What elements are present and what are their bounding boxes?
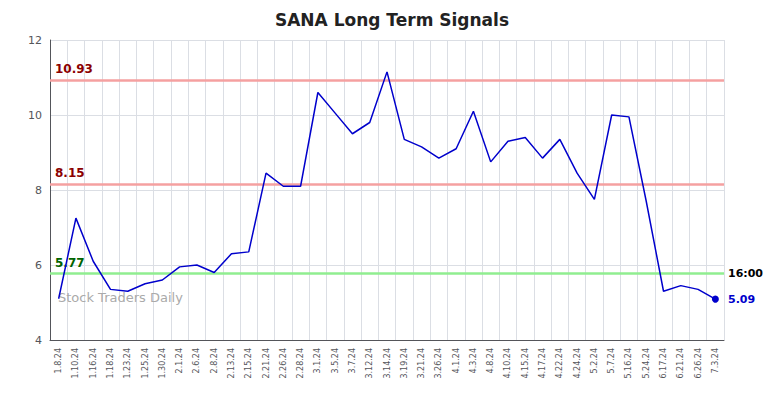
svg-text:10.93: 10.93	[55, 62, 93, 76]
svg-text:1.23.24: 1.23.24	[123, 348, 132, 379]
svg-text:6: 6	[35, 259, 42, 272]
svg-text:7.3.24: 7.3.24	[711, 348, 720, 373]
svg-text:16:00: 16:00	[728, 267, 763, 280]
svg-text:2.28.24: 2.28.24	[296, 348, 305, 379]
svg-text:2.13.24: 2.13.24	[227, 348, 236, 379]
svg-text:4.24.24: 4.24.24	[573, 348, 582, 379]
svg-text:5.2.24: 5.2.24	[590, 348, 599, 373]
svg-text:1.16.24: 1.16.24	[89, 348, 98, 379]
svg-text:3.1.24: 3.1.24	[313, 348, 322, 373]
svg-text:5.16.24: 5.16.24	[624, 348, 633, 379]
svg-text:3.5.24: 3.5.24	[331, 348, 340, 373]
svg-text:8.15: 8.15	[55, 166, 85, 180]
svg-text:2.15.24: 2.15.24	[244, 348, 253, 379]
svg-text:5.7.24: 5.7.24	[607, 348, 616, 373]
svg-text:Stock Traders Daily: Stock Traders Daily	[58, 290, 183, 305]
svg-text:4.1.24: 4.1.24	[452, 348, 461, 373]
svg-text:3.14.24: 3.14.24	[383, 348, 392, 379]
svg-text:4.3.24: 4.3.24	[469, 348, 478, 373]
svg-text:10: 10	[28, 109, 42, 122]
svg-text:5.09: 5.09	[728, 293, 755, 306]
svg-text:1.10.24: 1.10.24	[71, 348, 80, 379]
svg-text:8: 8	[35, 184, 42, 197]
svg-text:1.25.24: 1.25.24	[141, 348, 150, 379]
svg-text:2.21.24: 2.21.24	[262, 348, 271, 379]
svg-text:6.17.24: 6.17.24	[659, 348, 668, 379]
svg-text:4.10.24: 4.10.24	[503, 348, 512, 379]
svg-text:3.19.24: 3.19.24	[400, 348, 409, 379]
svg-text:4.17.24: 4.17.24	[538, 348, 547, 379]
svg-text:2.6.24: 2.6.24	[192, 348, 201, 373]
svg-text:6.26.24: 6.26.24	[694, 348, 703, 379]
svg-text:12: 12	[28, 34, 42, 47]
svg-text:5.77: 5.77	[55, 256, 85, 270]
svg-text:4.15.24: 4.15.24	[521, 348, 530, 379]
svg-text:3.12.24: 3.12.24	[365, 348, 374, 379]
svg-text:6.21.24: 6.21.24	[676, 348, 685, 379]
svg-text:2.1.24: 2.1.24	[175, 348, 184, 373]
svg-text:3.21.24: 3.21.24	[417, 348, 426, 379]
svg-text:SANA Long Term Signals: SANA Long Term Signals	[275, 10, 509, 30]
svg-text:5.24.24: 5.24.24	[642, 348, 651, 379]
svg-text:3.26.24: 3.26.24	[434, 348, 443, 379]
svg-text:4.22.24: 4.22.24	[555, 348, 564, 379]
svg-text:3.7.24: 3.7.24	[348, 348, 357, 373]
svg-text:1.30.24: 1.30.24	[158, 348, 167, 379]
svg-text:1.18.24: 1.18.24	[106, 348, 115, 379]
svg-text:4: 4	[35, 334, 42, 347]
svg-text:1.8.24: 1.8.24	[54, 348, 63, 373]
svg-text:4.8.24: 4.8.24	[486, 348, 495, 373]
svg-text:2.8.24: 2.8.24	[210, 348, 219, 373]
svg-text:2.26.24: 2.26.24	[279, 348, 288, 379]
